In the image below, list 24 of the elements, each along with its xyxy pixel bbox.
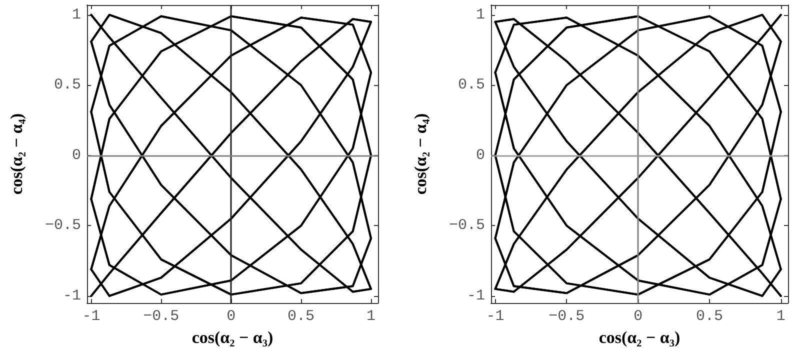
x-axis-title: cos(α₂ − α₃)	[192, 328, 274, 347]
x-axis-title: cos(α₂ − α₃)	[598, 328, 680, 347]
x-tick-label: -1	[486, 308, 504, 325]
y-tick-label: 0.5	[458, 76, 485, 94]
y-tick-label: 1	[72, 6, 81, 24]
x-tick-label: -1	[82, 308, 100, 325]
y-tick-label: -1	[62, 287, 81, 304]
x-tick-label: 0.5	[288, 308, 315, 325]
y-tick-label: 0.5	[54, 76, 81, 94]
x-tick-label: −0.5	[143, 308, 180, 325]
x-tick-label: 1	[776, 308, 786, 325]
y-tick-label: −0.5	[44, 217, 81, 234]
y-tick-label: 0	[476, 146, 485, 164]
x-tick-label: 1	[366, 308, 376, 325]
y-axis-title: cos(α₂ − α₄)	[7, 113, 26, 195]
y-tick-label: -1	[466, 287, 485, 304]
y-tick-label: 0	[72, 146, 81, 164]
x-tick-label: −0.5	[548, 308, 585, 325]
x-tick-label: 0	[226, 308, 236, 325]
y-tick-label: −0.5	[448, 217, 485, 234]
x-tick-label: 0	[634, 308, 643, 325]
x-tick-label: 0.5	[696, 308, 723, 325]
y-axis-title: cos(α₂ − α₄)	[411, 113, 430, 195]
y-tick-label: 1	[476, 6, 485, 24]
